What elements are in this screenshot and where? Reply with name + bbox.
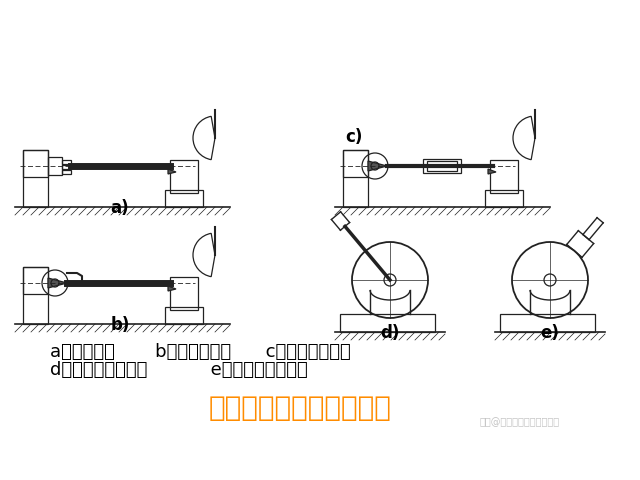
Polygon shape (168, 169, 176, 174)
Bar (485, 190, 523, 207)
Bar (343, 150, 368, 177)
Bar (170, 160, 198, 193)
Polygon shape (168, 286, 176, 291)
Bar (62, 165, 71, 169)
Bar (165, 307, 203, 324)
Text: d): d) (380, 324, 400, 342)
Bar (23, 267, 48, 294)
Bar (490, 160, 518, 193)
Text: a）一夹一顶       b）双顶尖装夹      c）心轴两顶装夹: a）一夹一顶 b）双顶尖装夹 c）心轴两顶装夹 (50, 343, 351, 361)
Text: c): c) (345, 128, 362, 146)
Text: d）心轴分度头装夹           e）卡盘分度头装夹: d）心轴分度头装夹 e）卡盘分度头装夹 (50, 361, 308, 379)
Bar (170, 277, 198, 310)
Text: 头条@专注炮塔铣床数控铣床: 头条@专注炮塔铣床数控铣床 (480, 417, 560, 427)
Bar (340, 314, 435, 332)
Bar (23, 267, 48, 324)
Text: b): b) (110, 316, 130, 334)
Text: 用分度头装夹工件的方法: 用分度头装夹工件的方法 (209, 394, 392, 422)
Bar (23, 150, 48, 177)
Bar (62, 160, 71, 164)
Bar (62, 170, 71, 174)
Bar (48, 157, 62, 175)
Bar (500, 314, 595, 332)
Polygon shape (488, 169, 496, 174)
Text: a): a) (111, 199, 129, 217)
Polygon shape (368, 161, 387, 171)
Bar (423, 159, 461, 173)
Text: e): e) (541, 324, 559, 342)
Bar (165, 190, 203, 207)
Bar (343, 150, 368, 207)
Bar (427, 161, 457, 171)
Polygon shape (48, 278, 67, 288)
Bar (23, 150, 48, 207)
